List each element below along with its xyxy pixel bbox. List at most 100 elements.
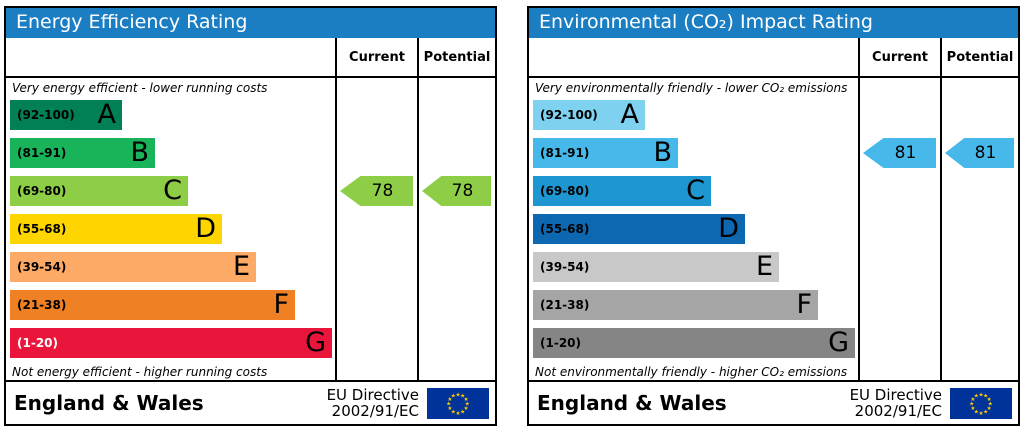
- region-label: England & Wales: [537, 391, 727, 415]
- eu-flag-stars: ★ ★★ ★★★ ★★★ ★★★: [446, 391, 470, 417]
- band-bar-a: (92-100) A: [10, 100, 122, 130]
- column-header-spacer: [529, 38, 858, 76]
- svg-text:★: ★: [451, 392, 456, 399]
- svg-text:★: ★: [460, 392, 465, 399]
- band-range-label: (55-68): [17, 222, 67, 236]
- band-range-label: (21-38): [17, 298, 67, 312]
- band-bar-c: (69-80) C: [533, 176, 711, 206]
- current-rating-arrow: 78: [340, 176, 413, 206]
- band-row: (92-100) A: [529, 96, 858, 134]
- band-bar-f: (21-38) F: [533, 290, 818, 320]
- bands-section: Very energy efficient - lower running co…: [6, 78, 495, 380]
- band-bar-b: (81-91) B: [533, 138, 678, 168]
- band-row: (81-91) B: [529, 134, 858, 172]
- potential-column-header: Potential: [940, 38, 1018, 76]
- band-row: (92-100) A: [6, 96, 335, 134]
- band-row: (55-68) D: [6, 210, 335, 248]
- band-letter: G: [828, 327, 849, 358]
- svg-text:★: ★: [455, 391, 460, 398]
- band-bar-d: (55-68) D: [10, 214, 222, 244]
- band-letter: G: [305, 327, 326, 358]
- band-letter: F: [796, 289, 812, 320]
- band-letter: A: [97, 99, 116, 130]
- chart-footer: England & Wales EU Directive 2002/91/EC …: [529, 380, 1018, 424]
- band-row: (39-54) E: [529, 248, 858, 286]
- band-row: (81-91) B: [6, 134, 335, 172]
- band-letter: E: [232, 251, 250, 282]
- band-range-label: (81-91): [17, 146, 67, 160]
- svg-text:★: ★: [978, 409, 983, 416]
- band-row: (39-54) E: [6, 248, 335, 286]
- current-rating-arrow: 81: [863, 138, 936, 168]
- svg-text:★: ★: [987, 405, 992, 412]
- band-bar-a: (92-100) A: [533, 100, 645, 130]
- current-column-header: Current: [858, 38, 940, 76]
- band-bar-d: (55-68) D: [533, 214, 745, 244]
- band-letter: A: [620, 99, 639, 130]
- band-rows: (92-100) A (81-91) B (69-80) C (55-68) D (39-54)…: [529, 96, 858, 362]
- band-letter: B: [653, 137, 672, 168]
- svg-text:★: ★: [983, 392, 988, 399]
- svg-text:★: ★: [983, 408, 988, 415]
- eu-directive-label: EU Directive 2002/91/EC: [850, 387, 942, 419]
- top-note: Very environmentally friendly - lower CO…: [535, 81, 848, 95]
- band-rows: (92-100) A (81-91) B (69-80) C (55-68) D (39-54)…: [6, 96, 335, 362]
- svg-text:★: ★: [969, 400, 974, 407]
- svg-text:★: ★: [451, 408, 456, 415]
- bands-area: Very energy efficient - lower running co…: [6, 78, 335, 380]
- co2-impact-chart: Environmental (CO₂) Impact Rating Curren…: [527, 6, 1020, 426]
- band-letter: B: [130, 137, 149, 168]
- band-range-label: (1-20): [17, 336, 58, 350]
- current-cell: 78: [335, 78, 417, 380]
- eu-directive-label: EU Directive 2002/91/EC: [327, 387, 419, 419]
- eu-directive-line1: EU Directive: [326, 386, 419, 404]
- band-row: (69-80) C: [6, 172, 335, 210]
- band-range-label: (55-68): [540, 222, 590, 236]
- svg-text:★: ★: [464, 395, 469, 402]
- band-range-label: (21-38): [540, 298, 590, 312]
- current-column-header: Current: [335, 38, 417, 76]
- svg-text:★: ★: [978, 391, 983, 398]
- band-letter: C: [686, 175, 705, 206]
- band-row: (21-38) F: [6, 286, 335, 324]
- band-range-label: (92-100): [17, 108, 75, 122]
- band-range-label: (39-54): [17, 260, 67, 274]
- svg-text:★: ★: [974, 392, 979, 399]
- potential-column-header: Potential: [417, 38, 495, 76]
- bands-section: Very environmentally friendly - lower CO…: [529, 78, 1018, 380]
- band-bar-e: (39-54) E: [533, 252, 779, 282]
- band-range-label: (81-91): [540, 146, 590, 160]
- svg-text:★: ★: [447, 405, 452, 412]
- svg-text:★: ★: [987, 395, 992, 402]
- band-letter: D: [195, 213, 216, 244]
- band-letter: E: [755, 251, 773, 282]
- chart-footer: England & Wales EU Directive 2002/91/EC …: [6, 380, 495, 424]
- eu-directive-line1: EU Directive: [849, 386, 942, 404]
- bands-area: Very environmentally friendly - lower CO…: [529, 78, 858, 380]
- band-range-label: (92-100): [540, 108, 598, 122]
- svg-text:★: ★: [460, 408, 465, 415]
- svg-text:★: ★: [455, 409, 460, 416]
- svg-text:★: ★: [446, 400, 451, 407]
- potential-rating-arrow: 78: [422, 176, 491, 206]
- column-header-spacer: [6, 38, 335, 76]
- energy-efficiency-chart: Energy Efficiency Rating Current Potenti…: [4, 6, 497, 426]
- eu-directive-line2: 2002/91/EC: [854, 402, 942, 420]
- band-row: (1-20) G: [529, 324, 858, 362]
- band-letter: C: [163, 175, 182, 206]
- top-note: Very energy efficient - lower running co…: [12, 81, 268, 95]
- band-letter: F: [273, 289, 289, 320]
- svg-text:★: ★: [447, 395, 452, 402]
- svg-text:★: ★: [970, 405, 975, 412]
- band-range-label: (39-54): [540, 260, 590, 274]
- band-row: (21-38) F: [529, 286, 858, 324]
- svg-text:★: ★: [970, 395, 975, 402]
- band-bar-g: (1-20) G: [533, 328, 855, 358]
- band-bar-f: (21-38) F: [10, 290, 295, 320]
- chart-title: Energy Efficiency Rating: [6, 8, 495, 38]
- region-label: England & Wales: [14, 391, 204, 415]
- eu-flag-icon: ★ ★★ ★★★ ★★★ ★★★: [950, 387, 1012, 419]
- band-bar-g: (1-20) G: [10, 328, 332, 358]
- current-cell: 81: [858, 78, 940, 380]
